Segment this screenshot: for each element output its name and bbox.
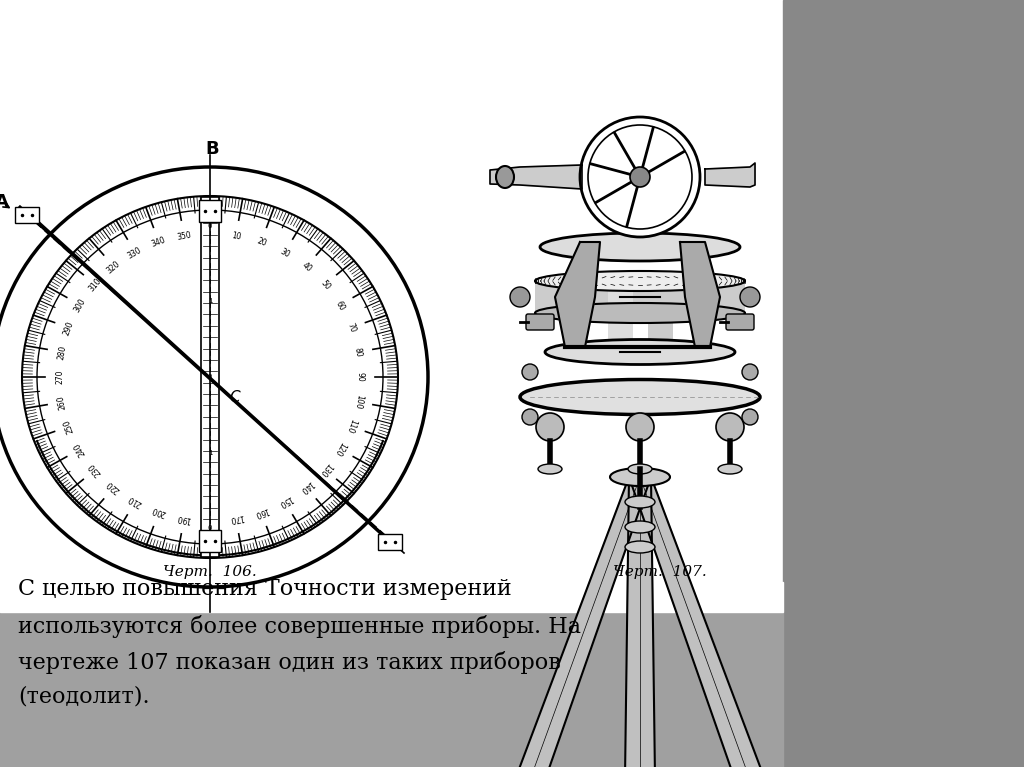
Text: 340: 340: [151, 236, 167, 249]
Circle shape: [742, 409, 758, 425]
Text: 0: 0: [208, 229, 212, 239]
Text: 70: 70: [345, 322, 357, 334]
Text: 210: 210: [126, 493, 143, 509]
Text: 160: 160: [253, 505, 269, 518]
Text: B: B: [205, 140, 219, 158]
Polygon shape: [625, 477, 655, 767]
Circle shape: [522, 364, 538, 380]
Text: 1: 1: [208, 449, 212, 456]
Text: 100: 100: [352, 394, 364, 410]
Circle shape: [626, 413, 654, 441]
Text: 150: 150: [276, 493, 294, 509]
Polygon shape: [680, 242, 720, 347]
Ellipse shape: [718, 464, 742, 474]
Text: 10: 10: [230, 231, 242, 242]
Ellipse shape: [545, 340, 735, 364]
Ellipse shape: [628, 464, 652, 474]
Text: 310: 310: [87, 277, 102, 294]
Text: 330: 330: [126, 245, 143, 261]
Text: 0: 0: [208, 525, 212, 532]
Text: 30: 30: [279, 247, 292, 259]
Polygon shape: [629, 477, 764, 767]
Polygon shape: [490, 165, 582, 189]
Circle shape: [630, 167, 650, 187]
Ellipse shape: [538, 464, 562, 474]
Text: чертеже 107 показан один из таких приборов: чертеже 107 показан один из таких прибор…: [18, 651, 561, 674]
Text: 170: 170: [228, 512, 244, 524]
Bar: [783, 0, 1024, 767]
Circle shape: [740, 287, 760, 307]
Text: 260: 260: [56, 394, 68, 410]
Text: 120: 120: [333, 440, 348, 457]
Ellipse shape: [625, 496, 655, 508]
Text: Черт.  106.: Черт. 106.: [163, 565, 257, 579]
Text: 40: 40: [300, 261, 313, 274]
Circle shape: [716, 413, 744, 441]
Text: 200: 200: [151, 505, 167, 518]
Text: 350: 350: [176, 230, 191, 242]
FancyBboxPatch shape: [526, 314, 554, 330]
Text: 180: 180: [203, 515, 217, 525]
Ellipse shape: [610, 468, 670, 486]
Ellipse shape: [625, 521, 655, 533]
Bar: [199, 530, 221, 552]
Bar: [535, 281, 745, 313]
Text: 90: 90: [356, 372, 365, 382]
Bar: [0, 582, 783, 612]
Text: 270: 270: [55, 370, 65, 384]
Bar: [201, 197, 219, 557]
Text: (теодолит).: (теодолит).: [18, 686, 150, 708]
Text: 280: 280: [56, 344, 68, 360]
Bar: [15, 207, 39, 223]
Ellipse shape: [0, 157, 438, 597]
Text: A: A: [0, 193, 9, 211]
Text: Черт.  107.: Черт. 107.: [613, 565, 707, 579]
Text: 1: 1: [208, 298, 212, 304]
Circle shape: [522, 409, 538, 425]
Ellipse shape: [535, 271, 745, 291]
Bar: [378, 534, 402, 550]
Ellipse shape: [535, 303, 745, 323]
Text: 140: 140: [298, 479, 315, 495]
FancyBboxPatch shape: [726, 314, 754, 330]
Ellipse shape: [540, 233, 740, 261]
Text: 110: 110: [345, 417, 358, 434]
Ellipse shape: [625, 541, 655, 553]
Text: 190: 190: [176, 512, 191, 524]
Text: 230: 230: [87, 460, 102, 477]
Circle shape: [536, 413, 564, 441]
Text: 50: 50: [318, 278, 332, 291]
Polygon shape: [555, 242, 600, 347]
Polygon shape: [705, 163, 755, 187]
Text: 0: 0: [208, 374, 212, 380]
Text: 250: 250: [62, 417, 76, 434]
Polygon shape: [516, 477, 651, 767]
Text: 0: 0: [208, 222, 212, 229]
Text: 290: 290: [62, 320, 76, 337]
Text: 220: 220: [104, 479, 122, 495]
Text: 240: 240: [73, 440, 87, 457]
Circle shape: [580, 117, 700, 237]
Text: 300: 300: [73, 297, 87, 314]
Text: используются более совершенные приборы. На: используются более совершенные приборы. …: [18, 615, 581, 638]
Ellipse shape: [496, 166, 514, 188]
Text: 80: 80: [353, 347, 364, 357]
Bar: [199, 200, 221, 222]
Circle shape: [510, 287, 530, 307]
Text: 320: 320: [104, 259, 122, 275]
Text: С целью повышения Точности измерений: С целью повышения Точности измерений: [18, 578, 512, 600]
Circle shape: [742, 364, 758, 380]
Ellipse shape: [520, 380, 760, 414]
Text: 130: 130: [317, 460, 334, 477]
Text: C: C: [229, 390, 241, 404]
Text: 20: 20: [255, 237, 267, 249]
Bar: [0, 612, 783, 767]
Text: 60: 60: [334, 299, 346, 312]
